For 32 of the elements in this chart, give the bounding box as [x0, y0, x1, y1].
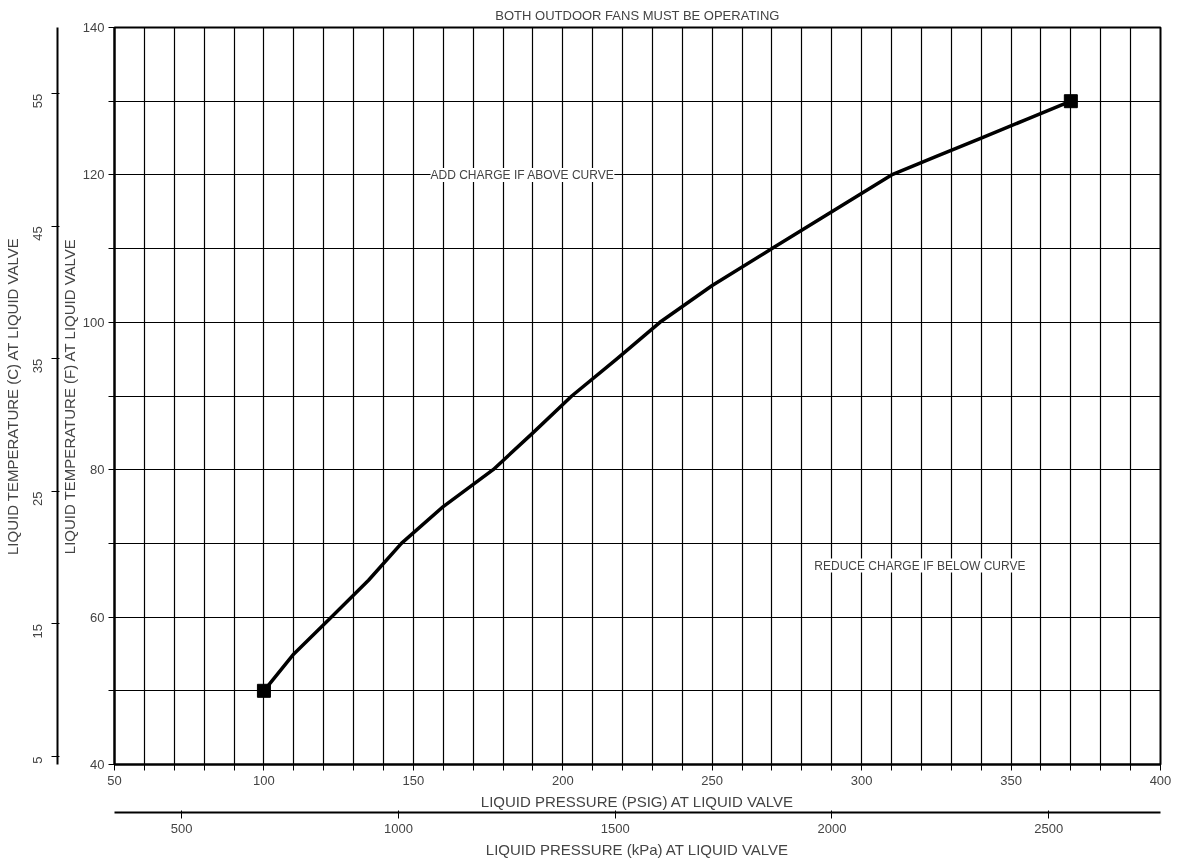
y2-tick-label: 55: [30, 93, 45, 109]
annotation: ADD CHARGE IF ABOVE CURVE: [430, 167, 614, 182]
y-tick-label: 140: [82, 20, 105, 35]
x-tick-label: 400: [1149, 772, 1172, 788]
x-tick-label: 50: [107, 772, 122, 788]
y2-tick-label: 15: [30, 623, 45, 639]
y-tick-label: 120: [82, 167, 105, 183]
x-tick-label: 300: [850, 772, 873, 788]
y-tick-label: 40: [90, 757, 105, 772]
x-tick-label: 100: [253, 772, 275, 788]
x-tick-label: 350: [1000, 772, 1022, 788]
x2-tick-label: 500: [170, 820, 193, 836]
x2-tick-label: 1000: [383, 820, 413, 836]
x2-tick-label: 2000: [817, 820, 847, 836]
annotation: REDUCE CHARGE IF BELOW CURVE: [814, 558, 1026, 573]
y2-tick-label: 25: [30, 491, 45, 506]
y2-tick-label: 45: [30, 226, 45, 241]
y-tick-label: 100: [82, 314, 105, 330]
x-tick-label: 250: [701, 772, 724, 788]
x2-axis-title: LIQUID PRESSURE (kPa) AT LIQUID VALVE: [485, 840, 789, 858]
y2-tick-label: 35: [30, 358, 45, 374]
y-tick-label: 60: [90, 609, 105, 625]
y2-tick-label: 5: [30, 756, 45, 764]
x-tick-label: 200: [551, 772, 574, 788]
x-tick-label: 150: [402, 772, 425, 788]
x2-tick-label: 2500: [1034, 820, 1064, 836]
x2-tick-label: 1500: [600, 820, 630, 836]
y-tick-label: 80: [90, 462, 105, 478]
y-axis-title: LIQUID TEMPERATURE (F) AT LIQUID VALVE: [60, 239, 78, 555]
y2-axis-title: LIQUID TEMPERATURE (C) AT LIQUID VALVE: [3, 238, 21, 556]
x-axis-title: LIQUID PRESSURE (PSIG) AT LIQUID VALVE: [480, 792, 794, 810]
chart-title: BOTH OUTDOOR FANS MUST BE OPERATING: [495, 7, 780, 23]
